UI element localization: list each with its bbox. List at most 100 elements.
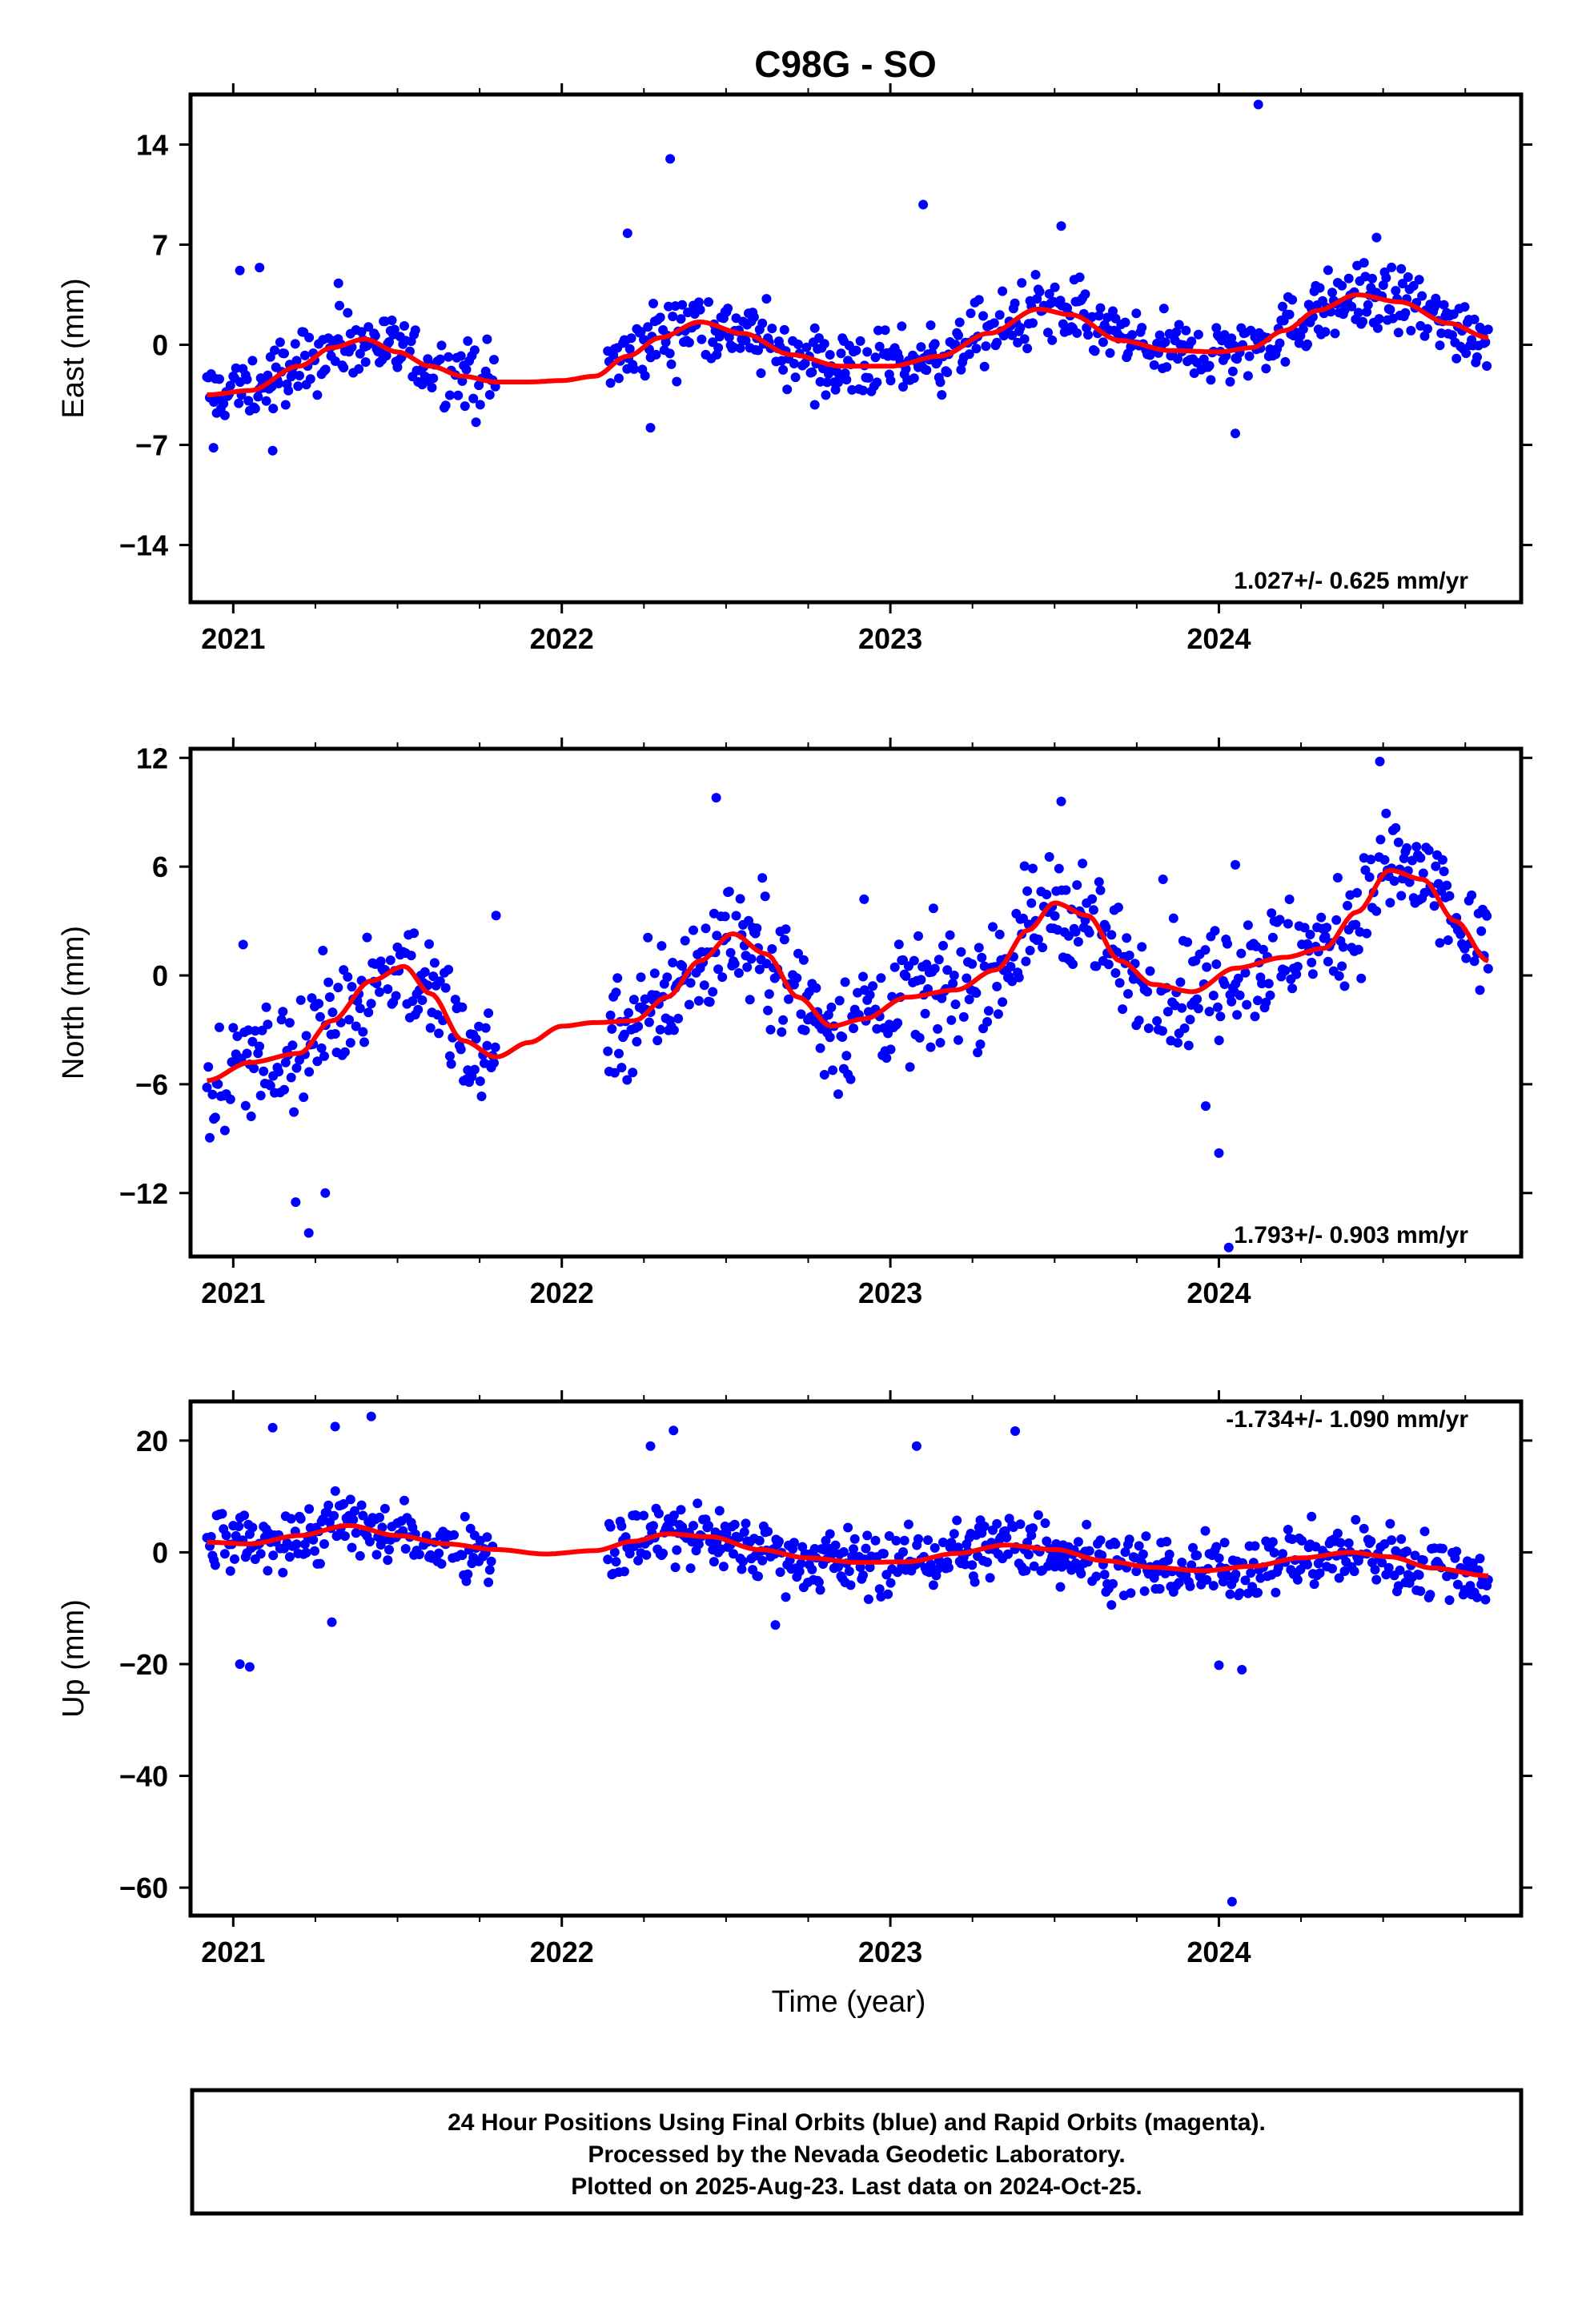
east-position-point [299, 350, 310, 360]
up-position-point [825, 1529, 835, 1539]
up-position-point [1437, 1543, 1447, 1554]
north-y-tick-label: −6 [135, 1068, 168, 1101]
north-position-point [920, 1008, 930, 1019]
north-position-point [1173, 1038, 1182, 1048]
north-position-point [1362, 928, 1372, 939]
north-position-point [1177, 1003, 1187, 1013]
east-position-point [1436, 328, 1447, 339]
east-position-point [684, 337, 694, 348]
north-position-point [616, 1063, 627, 1073]
up-position-point [1208, 1581, 1219, 1591]
north-position-point [1292, 962, 1303, 971]
north-position-point [417, 995, 428, 1005]
east-position-point [1058, 319, 1068, 329]
north-position-point [351, 1021, 361, 1031]
east-position-point [1323, 265, 1333, 275]
east-outlier-point [665, 154, 676, 164]
east-position-point [822, 377, 833, 388]
up-position-point [1185, 1581, 1195, 1591]
up-position-point [230, 1554, 239, 1564]
north-position-point [977, 952, 987, 963]
up-position-point [434, 1548, 444, 1558]
east-position-point [1047, 335, 1058, 345]
north-position-point [1261, 997, 1271, 1007]
east-position-point [921, 365, 932, 376]
north-position-point [967, 959, 978, 969]
up-position-point [358, 1510, 368, 1521]
east-position-point [435, 354, 445, 364]
up-position-point [263, 1566, 273, 1576]
east-y-tick-label: −7 [135, 429, 168, 462]
east-position-point [275, 337, 285, 348]
north-position-point [948, 979, 958, 989]
up-position-point [375, 1512, 384, 1522]
north-position-point [420, 967, 430, 977]
north-position-point [828, 1065, 838, 1076]
up-position-point [1214, 1553, 1224, 1563]
up-position-point [689, 1521, 698, 1531]
north-position-point [946, 1015, 957, 1025]
east-position-point [1022, 344, 1033, 354]
east-position-point [956, 364, 966, 375]
north-outlier-point [711, 793, 721, 803]
up-position-point [1126, 1588, 1136, 1598]
north-position-point [760, 891, 770, 902]
north-position-point [1152, 1015, 1162, 1026]
up-position-point [1283, 1525, 1293, 1534]
north-position-point [215, 1022, 224, 1032]
north-position-point [1145, 966, 1155, 976]
north-position-point [1223, 939, 1232, 949]
east-position-point [304, 332, 315, 343]
up-position-point [979, 1522, 990, 1531]
east-position-point [268, 404, 279, 414]
east-position-point [1120, 317, 1130, 328]
north-position-point [289, 1107, 299, 1117]
north-position-point [905, 1062, 915, 1072]
east-position-point [1275, 338, 1285, 348]
north-position-point [1103, 959, 1114, 970]
north-position-point [1200, 945, 1211, 955]
north-position-point [767, 944, 777, 954]
north-position-point [446, 1059, 456, 1069]
east-position-point [461, 364, 472, 375]
up-position-point [885, 1578, 896, 1588]
east-position-point [215, 374, 224, 384]
up-position-point [345, 1494, 355, 1505]
north-position-point [1044, 852, 1054, 862]
north-position-point [889, 962, 900, 972]
north-position-point [1091, 961, 1102, 971]
up-position-point [1082, 1519, 1092, 1530]
north-position-point [930, 963, 940, 974]
north-position-point [242, 1048, 252, 1059]
north-y-tick-label: 0 [152, 959, 168, 992]
north-outlier-point [1214, 1148, 1224, 1158]
north-position-point [1026, 898, 1037, 908]
up-position-point [463, 1569, 473, 1579]
north-position-point [1267, 932, 1278, 943]
up-outlier-point [267, 1422, 278, 1433]
north-position-point [1338, 942, 1348, 952]
north-position-point [619, 1029, 629, 1039]
north-position-point [1331, 915, 1342, 925]
north-position-point [1393, 837, 1403, 847]
up-position-point [1091, 1571, 1102, 1582]
north-position-point [699, 980, 709, 991]
east-position-point [643, 322, 653, 332]
east-position-point [605, 378, 616, 388]
up-position-point [1415, 1586, 1426, 1596]
east-position-point [1287, 295, 1298, 305]
up-position-point [1162, 1537, 1172, 1546]
east-position-point [847, 384, 857, 395]
east-position-point [305, 374, 315, 384]
north-position-point [640, 994, 650, 1004]
east-position-point [280, 400, 291, 410]
north-position-point [1442, 880, 1452, 891]
up-position-point [1351, 1514, 1361, 1525]
up-position-point [982, 1557, 993, 1567]
north-y-tick-label: 6 [152, 850, 168, 883]
east-position-point [253, 392, 263, 402]
up-x-tick-label: 2023 [858, 1936, 922, 1968]
east-position-point [1347, 301, 1357, 312]
north-position-point [973, 1047, 983, 1058]
